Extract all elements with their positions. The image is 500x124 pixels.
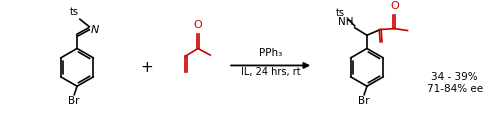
Text: +: + bbox=[140, 60, 153, 75]
Text: IL, 24 hrs, rt: IL, 24 hrs, rt bbox=[241, 67, 300, 77]
Text: O: O bbox=[390, 1, 398, 11]
Text: 71-84% ee: 71-84% ee bbox=[426, 84, 483, 94]
Text: N: N bbox=[90, 25, 98, 35]
Text: ts: ts bbox=[70, 7, 79, 17]
Text: Br: Br bbox=[68, 96, 80, 106]
Text: NH: NH bbox=[338, 17, 353, 27]
Text: O: O bbox=[194, 20, 202, 30]
Text: 34 - 39%: 34 - 39% bbox=[432, 72, 478, 82]
Text: ts: ts bbox=[336, 8, 345, 18]
Text: Br: Br bbox=[358, 96, 370, 106]
Text: PPh₃: PPh₃ bbox=[259, 48, 282, 58]
